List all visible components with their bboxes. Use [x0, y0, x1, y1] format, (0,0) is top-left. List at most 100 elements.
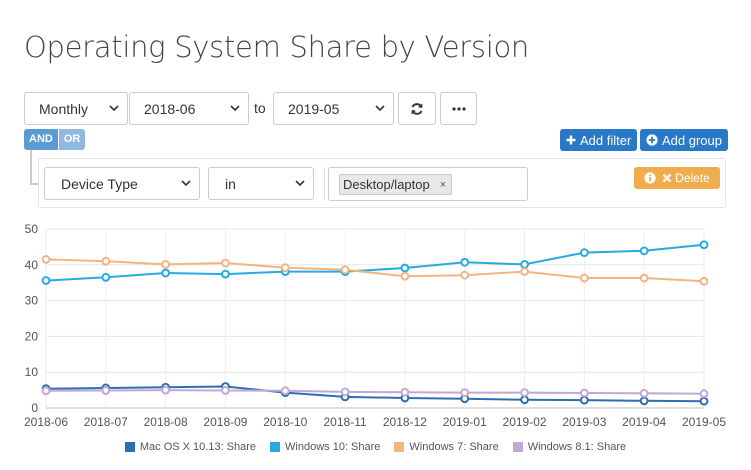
and-or-toggle: AND OR [24, 129, 86, 150]
data-point [340, 392, 350, 402]
chevron-down-icon [181, 180, 191, 187]
data-point [520, 395, 529, 405]
refresh-icon [411, 102, 423, 115]
data-point [520, 388, 529, 398]
data-point [101, 272, 111, 282]
value-tag: Desktop/laptop × [339, 174, 453, 195]
x-tick-label: 2018-06 [24, 415, 68, 429]
to-date-value: 2019-05 [288, 100, 340, 117]
data-point [221, 382, 230, 391]
data-point [460, 270, 470, 280]
chevron-down-icon [375, 105, 385, 112]
remove-tag-icon[interactable]: × [439, 178, 447, 191]
data-point [400, 387, 410, 397]
data-point [699, 396, 709, 406]
granularity-value: Monthly [39, 100, 89, 117]
add-group-button[interactable]: Add group [640, 129, 728, 151]
data-point [340, 387, 350, 397]
operator-value: in [225, 175, 236, 192]
data-point [280, 388, 290, 398]
y-tick-label: 10 [25, 365, 39, 379]
plus-circle-icon [646, 134, 658, 146]
to-date-select[interactable]: 2019-05 [273, 92, 394, 125]
y-tick-label: 20 [25, 329, 39, 343]
add-filter-button[interactable]: Add filter [560, 129, 638, 151]
x-tick-label: 2018-07 [84, 415, 128, 429]
operator-select[interactable]: in [208, 167, 314, 200]
data-point [101, 256, 111, 266]
legend-label: Windows 8.1: Share [527, 441, 627, 453]
plus-icon [566, 135, 576, 145]
data-point [639, 396, 649, 406]
y-tick-label: 40 [25, 258, 39, 272]
x-tick-label: 2018-09 [203, 415, 247, 429]
legend-swatch [124, 442, 135, 452]
x-tick-label: 2019-02 [503, 415, 547, 429]
delete-rule-content: Delete [662, 171, 710, 185]
data-point [639, 388, 649, 398]
data-point [340, 265, 350, 275]
x-tick-label: 2019-03 [562, 415, 606, 429]
data-point [579, 248, 589, 258]
data-point [280, 263, 290, 273]
data-point [639, 273, 649, 283]
data-point [579, 388, 589, 398]
data-point [460, 394, 470, 404]
and-button[interactable]: AND [24, 129, 58, 150]
refresh-button[interactable] [398, 92, 436, 125]
chart-legend: Mac OS X 10.13: Share Windows 10: Share Wi… [0, 441, 751, 453]
data-point [221, 269, 230, 279]
data-point [161, 268, 171, 278]
data-point [41, 384, 51, 394]
data-point [161, 382, 171, 392]
legend-label: Windows 10: Share [285, 441, 381, 453]
from-date-select[interactable]: 2018-06 [129, 92, 249, 125]
data-point [639, 246, 649, 256]
chevron-down-icon [295, 180, 305, 187]
data-point [101, 386, 111, 395]
value-tag-label: Desktop/laptop [343, 177, 430, 192]
data-point [280, 267, 290, 277]
rule-separator [324, 167, 325, 201]
data-point [520, 267, 529, 277]
line-chart: 0 10 20 30 40 50 2018-06 2018-07 2018-08 2018-09… [24, 222, 726, 429]
data-point [400, 263, 410, 273]
chevron-down-icon [230, 105, 240, 112]
series-line [45, 389, 705, 395]
data-point [699, 276, 709, 286]
value-multiselect[interactable]: Desktop/laptop × [328, 167, 528, 201]
legend-item[interactable]: Windows 8.1: Share [512, 441, 627, 453]
or-button[interactable]: OR [58, 129, 86, 150]
legend-swatch [512, 442, 523, 452]
field-value: Device Type [61, 175, 138, 192]
info-icon [644, 172, 656, 184]
data-point [41, 255, 51, 264]
data-point [280, 386, 290, 396]
y-tick-label: 0 [31, 401, 38, 415]
series-points [41, 240, 709, 406]
data-point [221, 258, 230, 268]
chevron-down-icon [109, 105, 119, 112]
data-point [699, 240, 709, 250]
legend-item[interactable]: Mac OS X 10.13: Share [124, 441, 256, 453]
to-label: to [254, 100, 266, 116]
x-tick-label: 2018-11 [324, 415, 367, 429]
page-title: Operating System Share by Version [24, 30, 529, 64]
add-filter-label: Add filter [580, 132, 632, 148]
granularity-select[interactable]: Monthly [24, 92, 128, 125]
group-connector [30, 150, 40, 185]
data-point [41, 386, 51, 396]
delete-rule-button[interactable]: Delete [634, 167, 720, 189]
x-axis: 2018-06 2018-07 2018-08 2018-09 2018-10 2018-… [24, 415, 726, 429]
data-point [400, 393, 410, 403]
data-point [41, 276, 51, 285]
data-point [221, 386, 230, 395]
more-options-button[interactable] [440, 92, 477, 125]
data-point [699, 389, 709, 399]
from-date-value: 2018-06 [144, 100, 196, 117]
legend-item[interactable]: Windows 10: Share [270, 441, 380, 453]
series-lines [45, 243, 705, 403]
field-select[interactable]: Device Type [44, 167, 200, 200]
legend-item[interactable]: Windows 7: Share [394, 441, 499, 453]
data-point [520, 260, 529, 269]
